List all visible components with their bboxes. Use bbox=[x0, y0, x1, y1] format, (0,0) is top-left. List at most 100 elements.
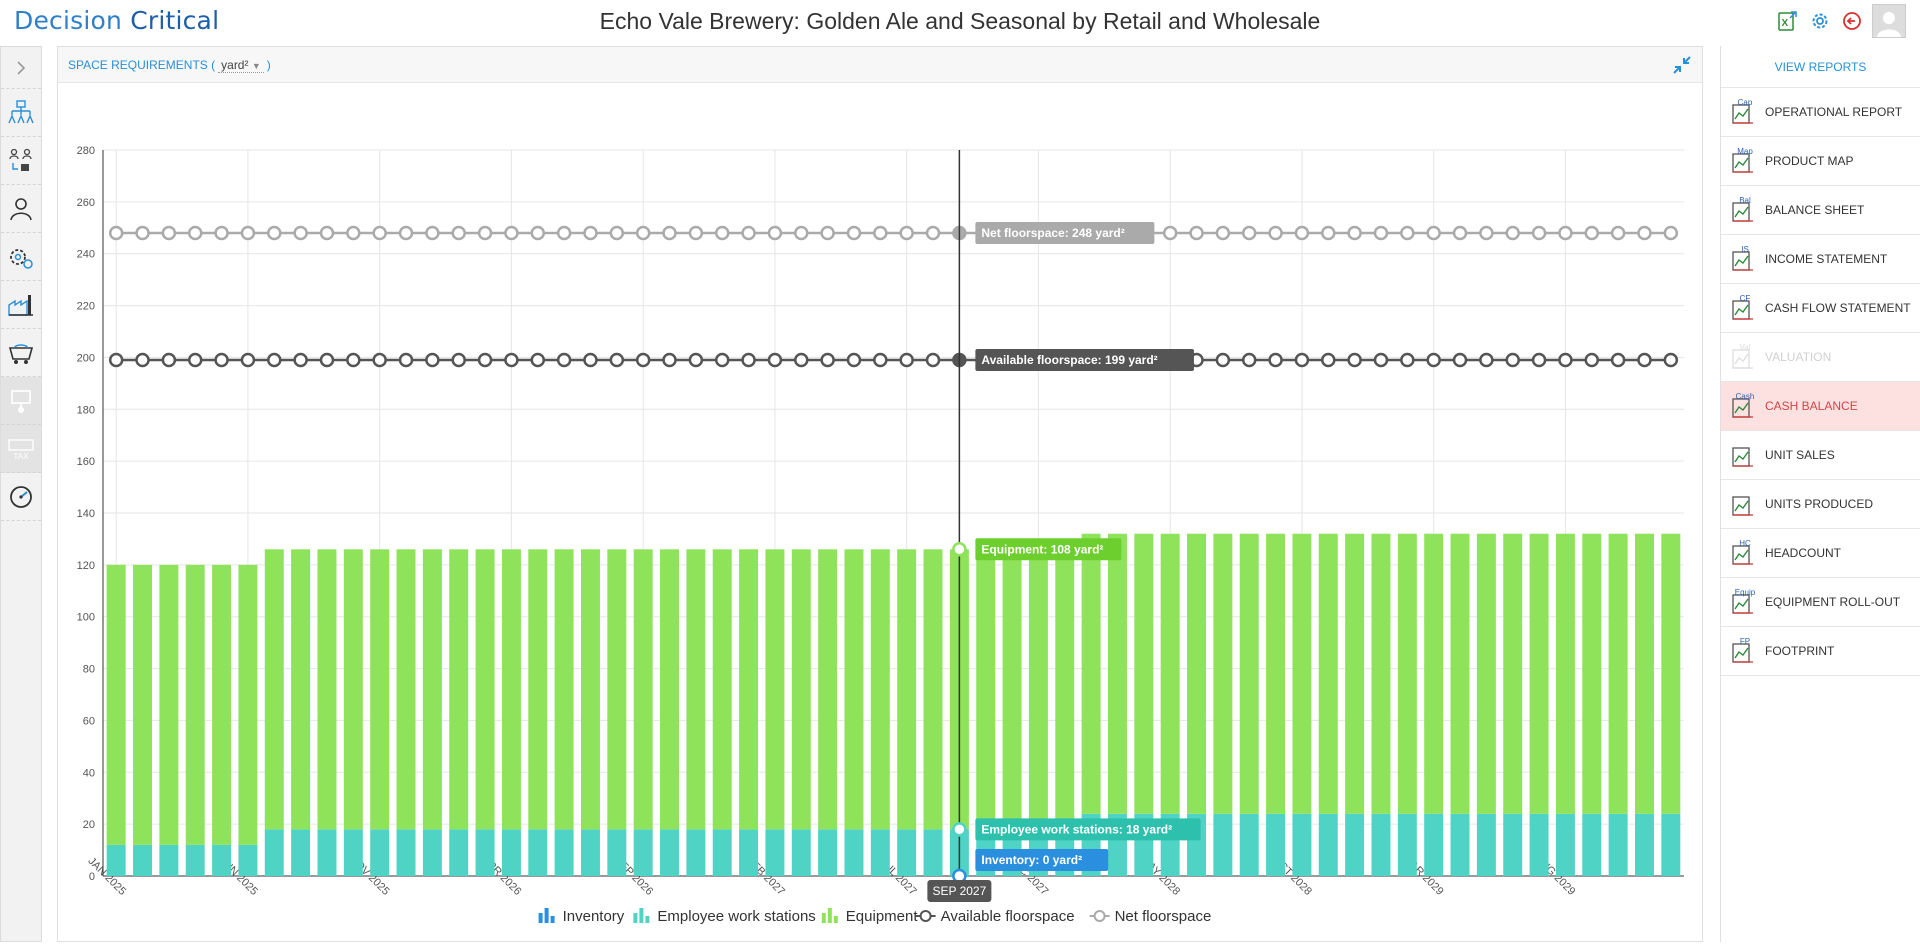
point-net-floorspace[interactable] bbox=[662, 225, 677, 241]
report-item-headcount[interactable]: HC HEADCOUNT bbox=[1721, 529, 1920, 578]
point-net-floorspace[interactable] bbox=[1347, 225, 1362, 241]
point-net-floorspace[interactable] bbox=[873, 225, 888, 241]
point-available-floorspace[interactable] bbox=[1426, 352, 1441, 368]
point-available-floorspace[interactable] bbox=[635, 352, 651, 368]
point-net-floorspace[interactable] bbox=[1321, 225, 1336, 241]
bar-employee-work-stations[interactable] bbox=[238, 844, 258, 876]
bar-equipment[interactable] bbox=[818, 549, 838, 830]
bar-equipment[interactable] bbox=[686, 549, 706, 830]
roles-button[interactable] bbox=[1, 137, 41, 185]
bar-equipment[interactable] bbox=[712, 549, 732, 830]
point-net-floorspace[interactable] bbox=[240, 225, 256, 241]
bar-equipment[interactable] bbox=[133, 564, 153, 845]
inventory-button[interactable] bbox=[1, 329, 41, 377]
bar-equipment[interactable] bbox=[607, 549, 627, 830]
bar-employee-work-stations[interactable] bbox=[739, 829, 759, 876]
bar-employee-work-stations[interactable] bbox=[580, 829, 600, 876]
bar-employee-work-stations[interactable] bbox=[1239, 813, 1259, 876]
point-available-floorspace[interactable] bbox=[372, 352, 387, 368]
point-available-floorspace[interactable] bbox=[398, 352, 414, 368]
point-available-floorspace[interactable] bbox=[1505, 352, 1520, 368]
bar-equipment[interactable] bbox=[923, 549, 943, 830]
bar-equipment[interactable] bbox=[1661, 533, 1681, 814]
bar-employee-work-stations[interactable] bbox=[1371, 813, 1391, 876]
point-net-floorspace[interactable] bbox=[1400, 225, 1415, 241]
point-net-floorspace[interactable] bbox=[1479, 225, 1494, 241]
point-net-floorspace[interactable] bbox=[794, 225, 809, 241]
bar-equipment[interactable] bbox=[1450, 533, 1470, 814]
report-item-equipment-roll-out[interactable]: Equip EQUIPMENT ROLL-OUT bbox=[1721, 578, 1920, 627]
bar-employee-work-stations[interactable] bbox=[897, 829, 917, 876]
bar-equipment[interactable] bbox=[317, 549, 337, 830]
point-net-floorspace[interactable] bbox=[1426, 225, 1441, 241]
point-available-floorspace[interactable] bbox=[108, 352, 124, 368]
bar-equipment[interactable] bbox=[1213, 533, 1233, 814]
legend-label-available-floorspace[interactable]: Available floorspace bbox=[941, 908, 1075, 925]
bar-equipment[interactable] bbox=[238, 564, 258, 845]
legend-swatch-inventory-c[interactable] bbox=[550, 916, 555, 923]
point-available-floorspace[interactable] bbox=[477, 352, 493, 368]
point-net-floorspace[interactable] bbox=[688, 225, 704, 241]
bar-equipment[interactable] bbox=[976, 549, 996, 830]
point-available-floorspace[interactable] bbox=[267, 352, 282, 368]
bar-equipment[interactable] bbox=[1345, 533, 1365, 814]
bar-employee-work-stations[interactable] bbox=[317, 829, 337, 876]
bar-employee-work-stations[interactable] bbox=[133, 844, 153, 876]
hover-point-equipment[interactable] bbox=[952, 542, 967, 557]
bar-employee-work-stations[interactable] bbox=[159, 844, 179, 876]
settings-icon[interactable] bbox=[1808, 9, 1832, 33]
bar-employee-work-stations[interactable] bbox=[422, 829, 442, 876]
bar-employee-work-stations[interactable] bbox=[1634, 813, 1654, 876]
point-available-floorspace[interactable] bbox=[530, 352, 546, 368]
point-net-floorspace[interactable] bbox=[372, 225, 387, 241]
point-net-floorspace[interactable] bbox=[267, 225, 282, 241]
point-net-floorspace[interactable] bbox=[714, 225, 730, 241]
point-available-floorspace[interactable] bbox=[767, 352, 783, 368]
bar-equipment[interactable] bbox=[1187, 533, 1207, 814]
legend-swatch-employee-work-stations[interactable] bbox=[633, 913, 638, 923]
point-available-floorspace[interactable] bbox=[556, 352, 572, 368]
bar-employee-work-stations[interactable] bbox=[1318, 813, 1338, 876]
point-available-floorspace[interactable] bbox=[820, 352, 835, 368]
bar-equipment[interactable] bbox=[1081, 533, 1101, 814]
bar-employee-work-stations[interactable] bbox=[660, 829, 680, 876]
legend-label-equipment[interactable]: Equipment bbox=[846, 908, 919, 925]
bar-employee-work-stations[interactable] bbox=[291, 829, 311, 876]
expand-sidebar-button[interactable] bbox=[1, 47, 41, 89]
bar-employee-work-stations[interactable] bbox=[712, 829, 732, 876]
bar-equipment[interactable] bbox=[396, 549, 416, 830]
dashboard-button[interactable] bbox=[1, 473, 41, 521]
bar-employee-work-stations[interactable] bbox=[791, 829, 811, 876]
bar-employee-work-stations[interactable] bbox=[818, 829, 838, 876]
point-available-floorspace[interactable] bbox=[451, 352, 466, 368]
bar-employee-work-stations[interactable] bbox=[1582, 813, 1602, 876]
legend-swatch-employee-work-stations-b[interactable] bbox=[639, 908, 644, 923]
point-net-floorspace[interactable] bbox=[1162, 225, 1178, 241]
bar-equipment[interactable] bbox=[791, 549, 811, 830]
point-net-floorspace[interactable] bbox=[1373, 225, 1389, 241]
bar-employee-work-stations[interactable] bbox=[1424, 813, 1444, 876]
bar-employee-work-stations[interactable] bbox=[1213, 813, 1233, 876]
point-net-floorspace[interactable] bbox=[820, 225, 835, 241]
bar-equipment[interactable] bbox=[370, 549, 390, 830]
point-net-floorspace[interactable] bbox=[1215, 225, 1231, 241]
bar-equipment[interactable] bbox=[449, 549, 469, 830]
facilities-button[interactable] bbox=[1, 281, 41, 329]
bar-employee-work-stations[interactable] bbox=[607, 829, 627, 876]
point-net-floorspace[interactable] bbox=[1531, 225, 1547, 241]
point-available-floorspace[interactable] bbox=[1663, 352, 1679, 368]
report-item-units-produced[interactable]: UNITS PRODUCED bbox=[1721, 480, 1920, 529]
legend-label-employee-work-stations[interactable]: Employee work stations bbox=[657, 908, 815, 925]
point-net-floorspace[interactable] bbox=[214, 225, 229, 241]
point-net-floorspace[interactable] bbox=[846, 225, 862, 241]
bar-equipment[interactable] bbox=[554, 549, 574, 830]
point-net-floorspace[interactable] bbox=[1663, 225, 1679, 241]
point-available-floorspace[interactable] bbox=[1268, 352, 1283, 368]
bar-equipment[interactable] bbox=[1266, 533, 1286, 814]
bar-equipment[interactable] bbox=[185, 564, 205, 845]
bar-equipment[interactable] bbox=[1002, 549, 1022, 830]
point-available-floorspace[interactable] bbox=[425, 352, 440, 368]
bar-equipment[interactable] bbox=[897, 549, 917, 830]
point-net-floorspace[interactable] bbox=[556, 225, 572, 241]
legend-swatch-inventory[interactable] bbox=[538, 913, 543, 923]
